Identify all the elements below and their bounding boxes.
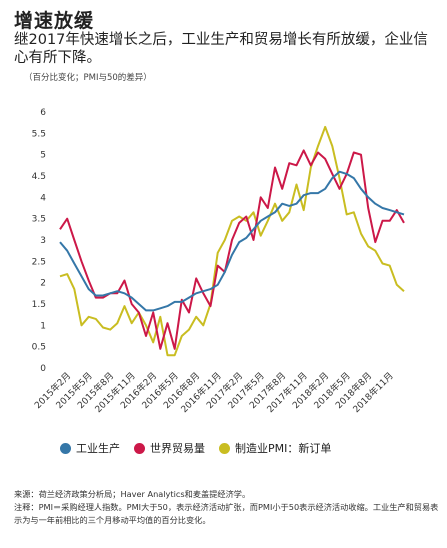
legend-item: 世界贸易量 (134, 440, 205, 456)
legend-swatch-pmi (219, 442, 230, 454)
legend-label: 世界贸易量 (150, 442, 205, 455)
line-chart: 00.511.522.533.544.555.562015年2月2015年5月2… (32, 108, 405, 415)
legend-label: 制造业PMI：新订单 (235, 442, 332, 455)
footnote: 注释：PMI＝采购经理人指数。PMI大于50，表示经济活动扩张，而PMI小于50… (14, 502, 439, 525)
unit-note: （百分比变化；PMI与50的差异） (24, 73, 152, 83)
y-tick-label: 0.5 (32, 343, 46, 353)
y-tick-label: 2.5 (32, 257, 46, 267)
y-tick-label: 5 (40, 151, 46, 161)
legend-swatch-industrial (60, 442, 71, 454)
y-tick-label: 3 (40, 236, 46, 246)
y-tick-label: 6 (40, 108, 46, 118)
legend-item: 制造业PMI：新订单 (219, 440, 331, 456)
legend: 工业生产 世界贸易量 制造业PMI：新订单 (60, 440, 440, 456)
y-tick-label: 4 (40, 193, 46, 203)
y-tick-label: 1 (40, 321, 46, 331)
legend-label: 工业生产 (76, 442, 120, 455)
world-trade-line (59, 149, 405, 350)
legend-swatch-trade (134, 442, 145, 454)
y-tick-label: 4.5 (32, 172, 46, 182)
source-note: 来源：荷兰经济政策分析局；Haver Analytics和麦盖提经济学。 注释：… (14, 488, 439, 527)
industrial-production-line (59, 170, 405, 312)
legend-item: 工业生产 (60, 440, 120, 456)
pmi-new-orders-line (59, 125, 405, 357)
y-tick-label: 2 (40, 279, 46, 289)
y-tick-label: 0 (40, 364, 46, 374)
chart-subtitle: 继2017年快速增长之后，工业生产和贸易增长有所放缓，企业信心有所下降。 (14, 32, 428, 66)
chart-title: 增速放缓 (14, 10, 95, 32)
source-line: 来源：荷兰经济政策分析局；Haver Analytics和麦盖提经济学。 (14, 489, 251, 499)
y-tick-label: 5.5 (32, 129, 46, 139)
y-tick-label: 3.5 (32, 215, 46, 225)
y-tick-label: 1.5 (32, 300, 46, 310)
